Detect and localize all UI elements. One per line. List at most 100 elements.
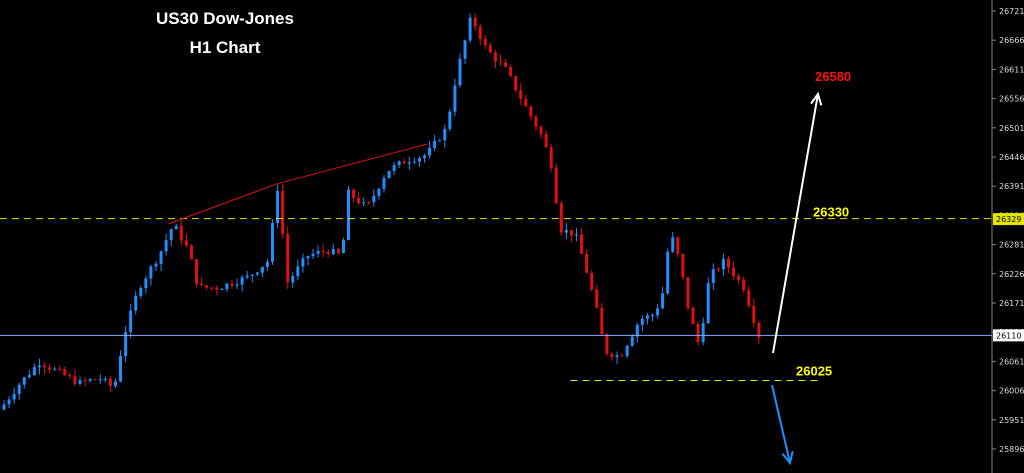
- candle-body: [509, 66, 513, 76]
- candle-body: [473, 17, 477, 27]
- candle-body: [73, 376, 77, 384]
- candle-body: [397, 161, 401, 166]
- y-tick-label: 26611: [999, 65, 1024, 74]
- down-arrow-shaft: [771, 384, 791, 464]
- candle-body: [17, 384, 21, 394]
- candle-body: [706, 282, 710, 324]
- candle-body: [281, 190, 285, 234]
- candle-body: [423, 155, 427, 158]
- candle-body: [184, 240, 188, 246]
- candle-body: [235, 284, 239, 286]
- candle-body: [443, 128, 447, 141]
- candle-body: [326, 251, 330, 255]
- candle-body: [331, 248, 335, 255]
- candle-body: [402, 161, 406, 164]
- candle-body: [590, 272, 594, 290]
- candle-body: [493, 52, 497, 62]
- candle-body: [737, 276, 741, 280]
- candle-body: [179, 225, 183, 241]
- candle-body: [645, 315, 649, 319]
- candle-body: [154, 263, 158, 267]
- candle-body: [357, 197, 361, 204]
- candle-body: [721, 258, 725, 270]
- candle-body: [752, 305, 756, 323]
- candle-body: [747, 290, 751, 306]
- current-price-tag-label: 26110: [996, 331, 1021, 340]
- candle-body: [220, 289, 224, 291]
- candle-body: [103, 378, 107, 380]
- candle-body: [696, 323, 700, 342]
- y-tick-label: 26666: [999, 36, 1024, 45]
- candle-body: [580, 234, 584, 254]
- candle-body: [321, 251, 325, 253]
- candle-body: [149, 266, 153, 279]
- candle-body: [195, 259, 199, 284]
- up-arrow-shaft: [772, 93, 819, 354]
- candle-body: [68, 375, 72, 377]
- candle-body: [58, 368, 62, 370]
- candle-body: [463, 40, 467, 59]
- candle-body: [630, 336, 634, 346]
- candle-body: [595, 289, 599, 308]
- candle-body: [271, 223, 275, 262]
- candle-body: [78, 380, 82, 384]
- candle-body: [113, 381, 117, 386]
- candle-body: [701, 323, 705, 342]
- candle-body: [417, 157, 421, 162]
- candle-body: [225, 283, 229, 290]
- candle-body: [661, 293, 665, 309]
- candle-body: [372, 195, 376, 203]
- down-arrow-head: [781, 451, 794, 466]
- candle-body: [316, 251, 320, 254]
- candle-body: [200, 283, 204, 286]
- candle-body: [124, 331, 128, 356]
- candle-body: [650, 315, 654, 317]
- candle-body: [732, 267, 736, 277]
- candle-body: [88, 379, 92, 381]
- candle-body: [83, 380, 87, 382]
- candle-body: [341, 240, 345, 254]
- y-tick-label: 26006: [999, 387, 1024, 396]
- candle-body: [169, 229, 173, 241]
- candle-body: [676, 237, 680, 254]
- candle-body: [48, 367, 52, 370]
- candle-body: [504, 62, 508, 67]
- candle-body: [245, 275, 249, 278]
- target-up-label: 26580: [815, 69, 851, 84]
- candle-body: [671, 237, 675, 252]
- candle-body: [296, 266, 300, 277]
- candle-body: [519, 90, 523, 99]
- candle-body: [726, 258, 730, 268]
- candle-body: [210, 287, 214, 289]
- candle-body: [164, 240, 168, 252]
- y-tick-label: 26226: [999, 270, 1024, 279]
- candle-body: [681, 253, 685, 278]
- candle-body: [666, 251, 670, 294]
- candle-body: [174, 225, 178, 230]
- down-arrow: [771, 384, 794, 466]
- y-tick-label: 26061: [999, 357, 1024, 366]
- candle-body: [189, 245, 193, 260]
- candle-body: [98, 379, 102, 381]
- y-tick-label: 26556: [999, 95, 1024, 104]
- candle-body: [554, 168, 558, 204]
- candle-body: [549, 147, 553, 169]
- candle-body: [27, 374, 31, 378]
- y-tick-label: 25951: [999, 416, 1024, 425]
- candle-body: [144, 278, 148, 289]
- candle-body: [205, 285, 209, 288]
- candle-body: [529, 106, 533, 117]
- candle-body: [139, 288, 143, 296]
- candle-body: [468, 17, 472, 41]
- candle-body: [347, 189, 351, 241]
- candle-body: [686, 277, 690, 308]
- candle-body: [448, 111, 452, 129]
- candle-body: [301, 258, 305, 267]
- y-tick-label: 26446: [999, 153, 1024, 162]
- target-down-label: 25850: [796, 471, 832, 473]
- candle-body: [43, 365, 47, 368]
- resistance-price-tag-box: [993, 213, 1024, 226]
- resistance-price-tag-label: 26329: [996, 215, 1021, 224]
- candle-body: [12, 393, 16, 400]
- candle-body: [600, 307, 604, 335]
